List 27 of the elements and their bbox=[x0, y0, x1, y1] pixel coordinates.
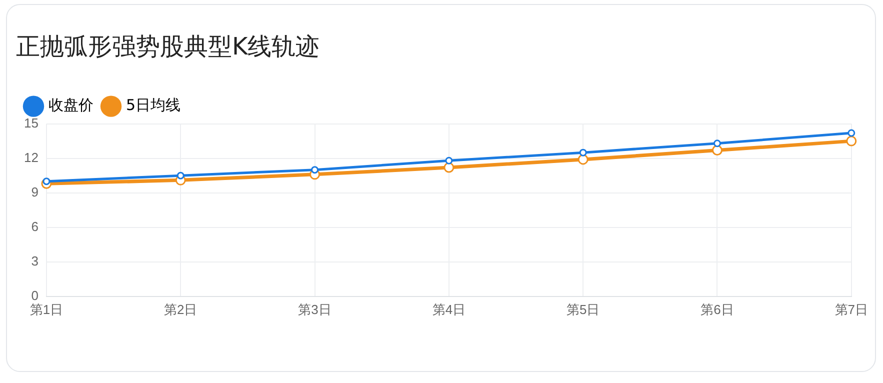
y-tick-label: 9 bbox=[31, 184, 38, 200]
y-tick-label: 15 bbox=[24, 115, 38, 130]
legend-label: 收盘价 bbox=[48, 96, 94, 114]
point bbox=[848, 129, 856, 137]
x-tick-label: 第4日 bbox=[432, 302, 466, 317]
point bbox=[445, 156, 453, 164]
x-tick-label: 第6日 bbox=[700, 302, 734, 317]
x-tick-label: 第2日 bbox=[164, 302, 198, 317]
point bbox=[579, 148, 587, 156]
y-tick-label: 3 bbox=[31, 253, 38, 268]
legend-label: 5日均线 bbox=[126, 96, 181, 114]
point bbox=[176, 172, 184, 180]
point bbox=[713, 140, 721, 148]
y-tick-label: 6 bbox=[31, 218, 38, 234]
point bbox=[444, 162, 454, 173]
point bbox=[42, 178, 50, 186]
x-tick-label: 第7日 bbox=[834, 302, 868, 317]
y-tick-label: 12 bbox=[24, 150, 38, 165]
x-tick-label: 第5日 bbox=[566, 302, 600, 317]
x-tick-label: 第1日 bbox=[30, 302, 64, 317]
y-tick-label: 0 bbox=[31, 288, 38, 303]
point bbox=[578, 154, 588, 165]
x-tick-label: 第3日 bbox=[298, 302, 332, 317]
point bbox=[311, 166, 319, 174]
point bbox=[712, 145, 722, 156]
chart-title: 正抛弧形强势股典型K线轨迹 bbox=[16, 32, 320, 61]
point bbox=[846, 136, 857, 146]
